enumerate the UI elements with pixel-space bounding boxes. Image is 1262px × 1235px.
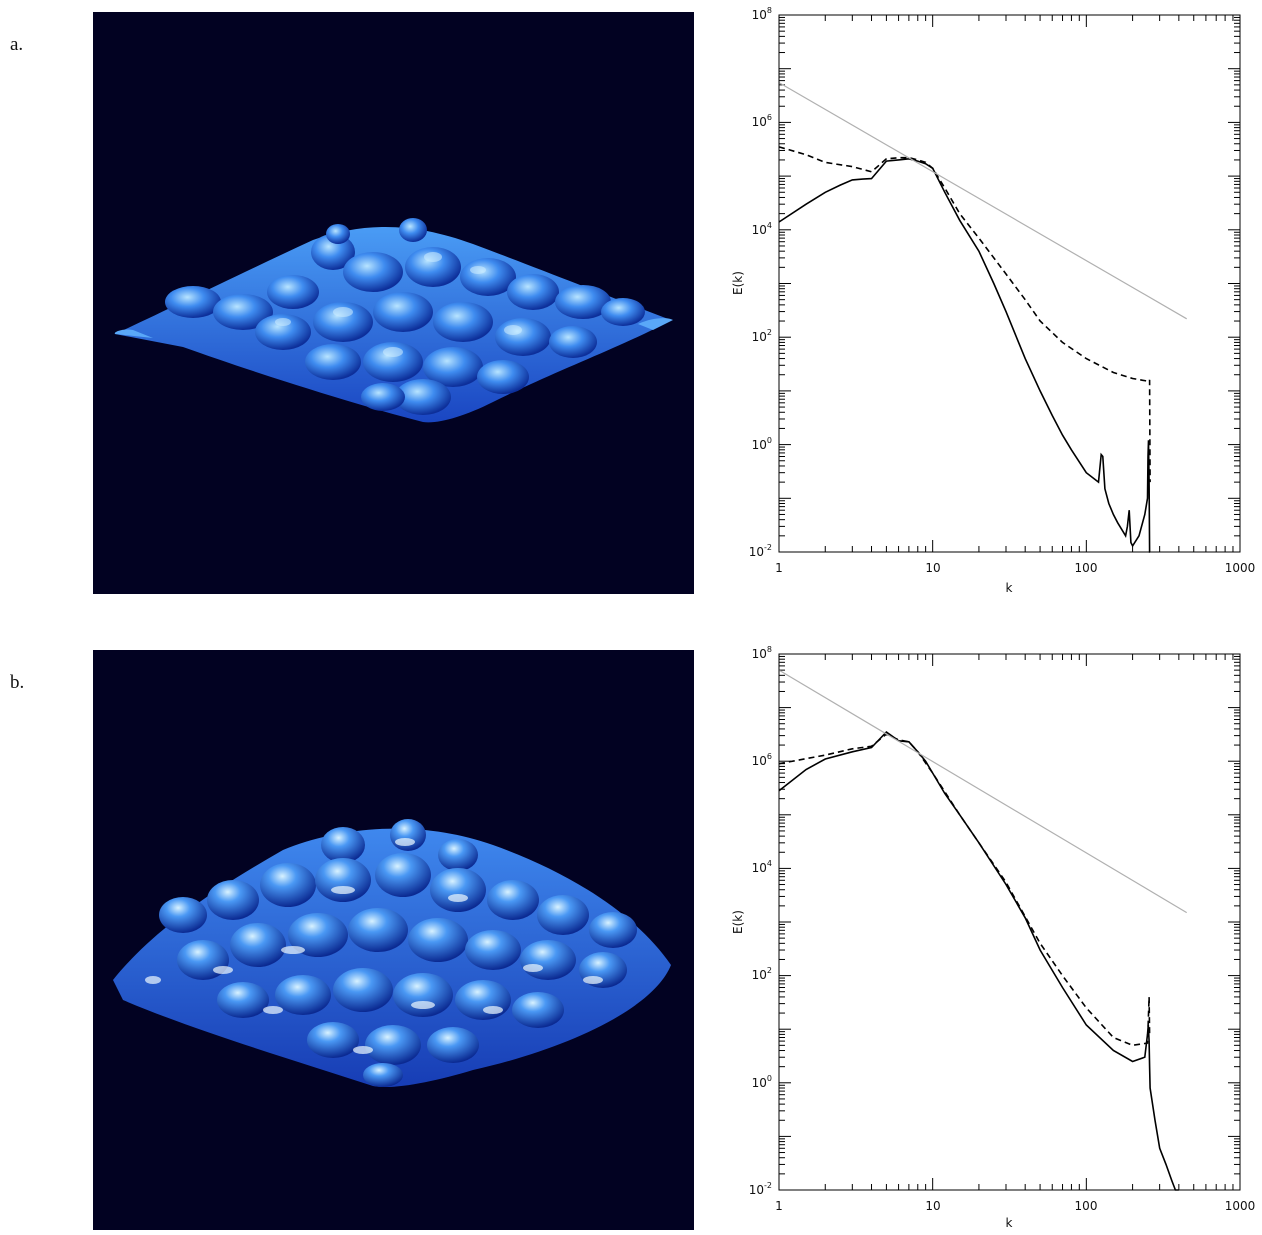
panel-label-a: a. <box>10 34 24 55</box>
panel-label-b: b. <box>10 672 25 693</box>
axis-ticks-b <box>778 653 1241 1191</box>
x-tick-labels-b: 1 10 100 1000 <box>775 1199 1255 1213</box>
x-axis-label-b: k <box>1006 1216 1013 1230</box>
y-tick-label: 102 <box>752 966 772 982</box>
isosurface-render-a <box>93 12 694 594</box>
spectrum-chart-b: 1 10 100 1000 10-2 100 102 104 106 108 k… <box>731 645 1255 1230</box>
y-tick-label: 108 <box>752 645 772 661</box>
spectrum-plot-b: 1 10 100 1000 10-2 100 102 104 106 108 k… <box>700 640 1262 1230</box>
y-tick-label: 104 <box>752 221 772 237</box>
y-tick-label: 10-2 <box>749 543 772 559</box>
isosurface-render-b <box>93 650 694 1230</box>
x-tick-label: 1000 <box>1225 561 1256 575</box>
dashed-spectrum-line <box>778 146 1151 483</box>
x-tick-label: 100 <box>1075 1199 1098 1213</box>
y-axis-label-b: E(k) <box>731 910 745 934</box>
isosurface-image-b <box>113 819 671 1088</box>
y-tick-label: 100 <box>752 1074 772 1090</box>
dashed-spectrum-line <box>778 733 1151 1047</box>
x-tick-label: 1000 <box>1225 1199 1256 1213</box>
y-tick-label: 104 <box>752 859 772 875</box>
y-tick-labels-b: 10-2 100 102 104 106 108 <box>749 645 772 1197</box>
reference-slope-line <box>778 82 1188 320</box>
axis-ticks-a <box>778 14 1241 553</box>
x-tick-label: 100 <box>1075 561 1098 575</box>
x-axis-label-a: k <box>1006 581 1013 595</box>
y-tick-label: 106 <box>752 752 772 768</box>
solid-spectrum-line <box>778 157 1151 553</box>
x-tick-label: 1 <box>775 1199 783 1213</box>
solid-spectrum-line <box>778 730 1179 1191</box>
x-tick-label: 1 <box>775 561 783 575</box>
x-tick-labels-a: 1 10 100 1000 <box>775 561 1255 575</box>
x-tick-label: 10 <box>925 561 940 575</box>
spectrum-plot-a: 1 10 100 1000 10-2 100 102 104 106 108 k… <box>700 0 1262 610</box>
y-axis-label-a: E(k) <box>731 271 745 295</box>
y-tick-label: 102 <box>752 328 772 344</box>
plot-frame-a <box>778 14 1241 553</box>
y-tick-label: 106 <box>752 113 772 129</box>
series-group-b <box>778 669 1188 1191</box>
y-tick-labels-a: 10-2 100 102 104 106 108 <box>749 6 772 559</box>
x-tick-label: 10 <box>925 1199 940 1213</box>
series-group-a <box>778 82 1188 553</box>
isosurface-image-a <box>114 218 674 423</box>
reference-slope-line <box>778 669 1188 914</box>
spectrum-chart-a: 1 10 100 1000 10-2 100 102 104 106 108 k… <box>731 6 1255 595</box>
y-tick-label: 100 <box>752 436 772 452</box>
y-tick-label: 108 <box>752 6 772 22</box>
plot-frame-b <box>778 653 1241 1191</box>
y-tick-label: 10-2 <box>749 1181 772 1197</box>
